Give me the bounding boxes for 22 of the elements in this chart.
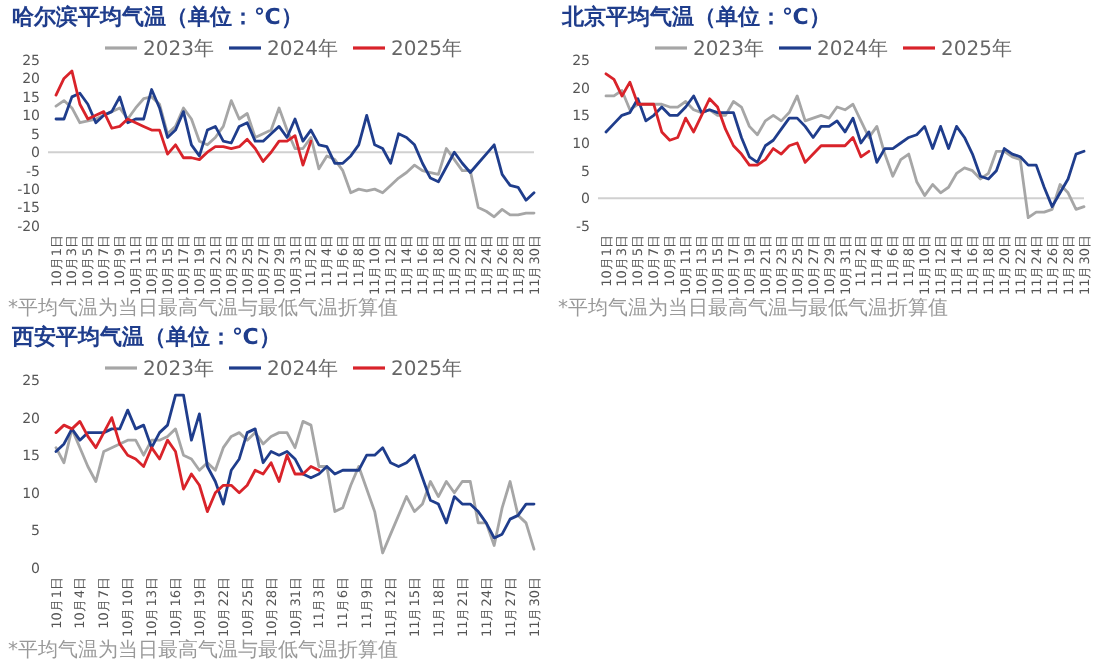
legend-label: 2024年 xyxy=(267,357,338,381)
line-series xyxy=(54,393,536,540)
text: *平均气温为当日最高气温与最低气温折算值 xyxy=(8,296,398,320)
legend-label: 2023年 xyxy=(143,37,214,61)
legend-label: 2025年 xyxy=(391,37,462,61)
text: *平均气温为当日最高气温与最低气温折算值 xyxy=(8,638,398,662)
legend-label: 2024年 xyxy=(267,37,338,61)
legend-label: 2023年 xyxy=(693,37,764,61)
line-series xyxy=(54,419,536,555)
text: *平均气温为当日最高气温与最低气温折算值 xyxy=(558,296,948,320)
line-series xyxy=(604,72,871,167)
legend-label: 2025年 xyxy=(391,357,462,381)
legend-label: 2025年 xyxy=(941,37,1012,61)
legend-label: 2024年 xyxy=(817,37,888,61)
chart-title: 北京平均气温（单位：℃） xyxy=(560,4,831,30)
line-series xyxy=(54,95,536,219)
line-series xyxy=(54,69,313,167)
chart-title: 哈尔滨平均气温（单位：℃） xyxy=(12,4,303,30)
line-series xyxy=(54,88,536,202)
legend-label: 2023年 xyxy=(143,357,214,381)
line-series xyxy=(54,416,321,513)
chart-title: 西安平均气温（单位：℃） xyxy=(10,324,281,350)
